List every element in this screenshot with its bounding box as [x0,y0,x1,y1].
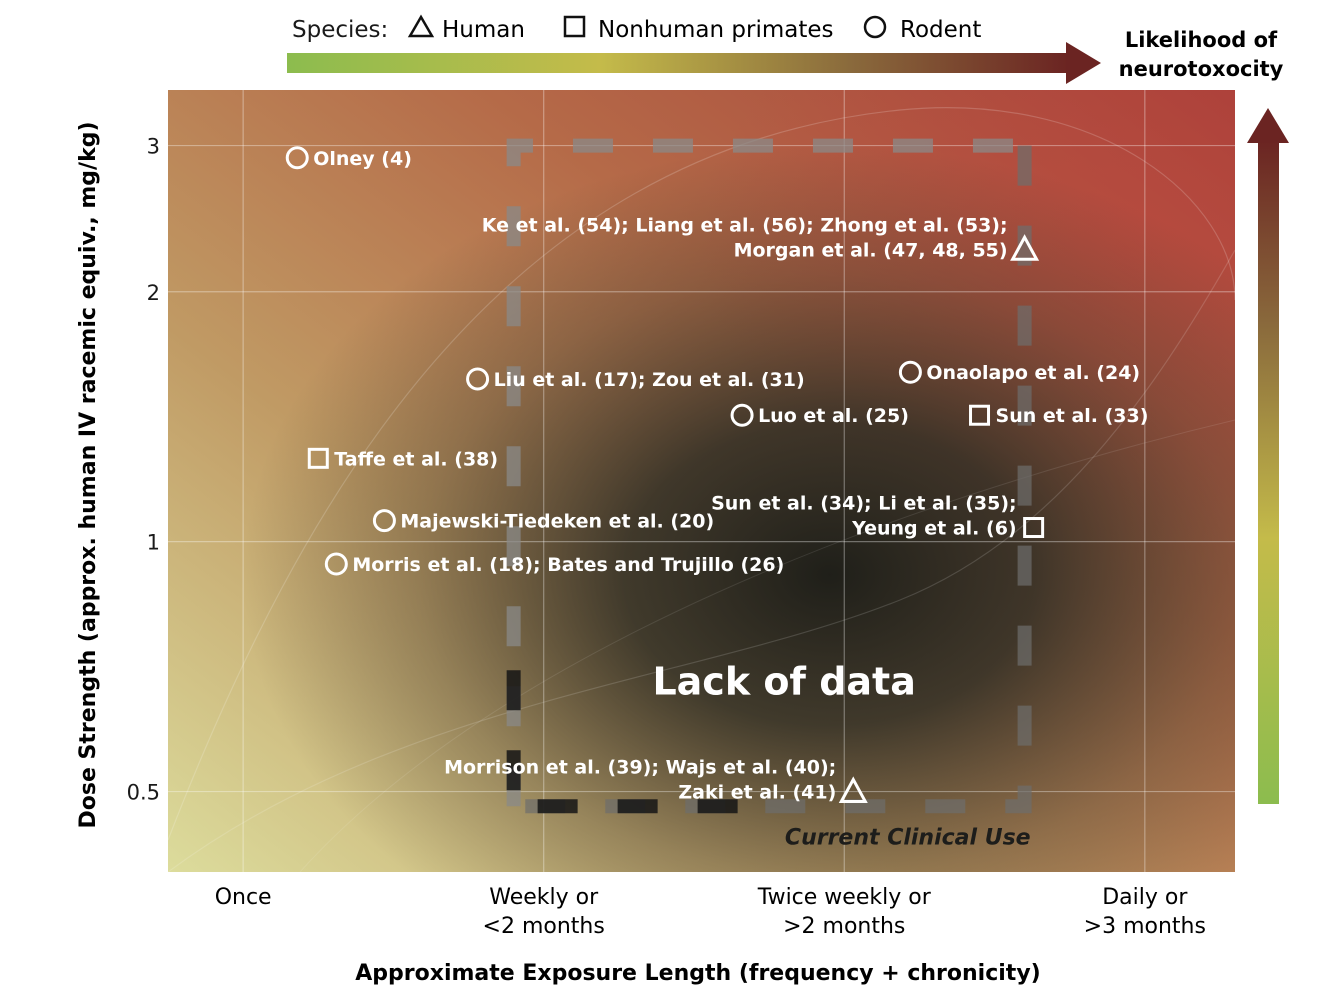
triangle-icon [407,14,435,38]
data-point-primate: Sun et al. (33) [969,404,1149,427]
rodent-marker [324,552,348,576]
primate-marker [969,404,991,426]
data-point-label: Morrison et al. (39); Wajs et al. (40); [444,757,836,779]
human-marker [1010,234,1040,261]
data-point-rodent: Majewski-Tiedeken et al. (20) [372,509,714,533]
x-tick-label-line2: <2 months [483,914,605,939]
arrow-head-icon [1066,42,1101,84]
likelihood-arrow-horizontal [287,42,1101,84]
data-point-label: Morris et al. (18); Bates and Trujillo (… [352,554,784,576]
data-point-label: Ke et al. (54); Liang et al. (56); Zhong… [482,214,1008,236]
likelihood-arrow-vertical [1247,108,1289,804]
region-label: Current Clinical Use [785,825,1031,850]
data-point-rodent: Onaolapo et al. (24) [898,360,1140,384]
lack-of-data-shading [168,90,1235,872]
annotations: Lack of data [652,660,915,704]
x-axis-ticks: Once Weekly or <2 months Twice weekly or >2 … [215,885,1206,939]
data-point-rodent: Luo et al. (25) [730,403,909,427]
data-point-label: Sun et al. (33) [996,405,1149,427]
region-border-top-left [506,138,1025,807]
data-points: Olney (4) Liu et al. (17); Zou et al. (31… [285,146,1149,804]
x-tick-label-line1: Weekly or [489,885,599,910]
data-point-label: Yeung et al. (6) [851,518,1017,540]
data-point-label: Morgan et al. (47, 48, 55) [734,239,1008,261]
x-tick-label: Once [215,885,272,910]
primate-marker [1023,517,1045,539]
region-border-bottom-right [513,145,1032,814]
primate-marker [307,447,329,469]
data-point-label: Liu et al. (17); Zou et al. (31) [494,369,805,391]
data-point-rodent: Morris et al. (18); Bates and Trujillo (… [324,552,784,576]
rodent-marker [730,403,754,427]
likelihood-title-line1: Likelihood of [1125,28,1278,52]
data-point-label: Onaolapo et al. (24) [926,362,1140,384]
human-marker [838,776,868,804]
legend-label-rodent: Rodent [900,17,981,43]
data-point-label: Olney (4) [313,148,412,170]
legend-label-human: Human [442,17,525,43]
data-point-label: Taffe et al. (38) [334,448,498,470]
rodent-marker [285,146,309,170]
data-point-primate: Taffe et al. (38) [307,447,498,470]
y-axis-ticks: 0.5 1 2 3 [127,135,160,805]
rodent-marker [898,360,922,384]
x-axis-label: Approximate Exposure Length (frequency +… [355,961,1040,986]
rodent-marker [466,367,490,391]
y-tick-label: 3 [147,135,160,159]
legend-item-rodent: Rodent [863,15,981,43]
region-current-clinical-use: Current Clinical Use [506,138,1032,850]
x-tick-label: Twice weekly or >2 months [757,885,932,939]
circle-icon [863,15,887,39]
y-tick-label: 0.5 [127,781,160,805]
data-point-rodent: Liu et al. (17); Zou et al. (31) [466,367,805,391]
data-point-label: Majewski-Tiedeken et al. (20) [400,511,714,533]
legend-item-primate: Nonhuman primates [563,15,834,43]
square-icon [563,15,586,38]
y-tick-label: 1 [147,531,160,555]
data-point-primate: Sun et al. (34); Li et al. (35); Yeung et… [711,493,1045,540]
x-tick-label-line2: >3 months [1084,914,1206,939]
x-tick-label-line1: Twice weekly or [757,885,932,910]
x-tick-label: Weekly or <2 months [483,885,605,939]
data-point-human: Ke et al. (54); Liang et al. (56); Zhong… [482,214,1040,261]
data-point-rodent: Olney (4) [285,146,412,170]
data-point-label: Zaki et al. (41) [678,782,836,804]
y-tick-label: 2 [147,281,160,305]
rodent-marker [372,509,396,533]
legend-item-human: Human [407,14,525,43]
legend: Species: Human Nonhuman primates Rodent [292,14,981,43]
x-tick-label-line2: >2 months [783,914,905,939]
x-tick-label-line1: Daily or [1102,885,1188,910]
x-tick-label-line1: Once [215,885,272,910]
legend-title: Species: [292,17,388,43]
y-axis-label: Dose Strength (approx. human IV racemic … [76,121,101,828]
legend-label-primate: Nonhuman primates [598,17,834,43]
likelihood-title-line2: neurotoxocity [1119,57,1284,81]
data-point-human: Morrison et al. (39); Wajs et al. (40); Z… [444,757,868,804]
arrow-up-icon [1247,108,1289,143]
data-point-label: Luo et al. (25) [758,405,909,427]
lack-of-data-label: Lack of data [652,660,915,704]
data-point-label: Sun et al. (34); Li et al. (35); [711,493,1017,515]
x-tick-label: Daily or >3 months [1084,885,1206,939]
plot-area: Current Clinical Use Olney (4) Liu et al.… [168,90,1235,872]
grid [168,90,1235,872]
